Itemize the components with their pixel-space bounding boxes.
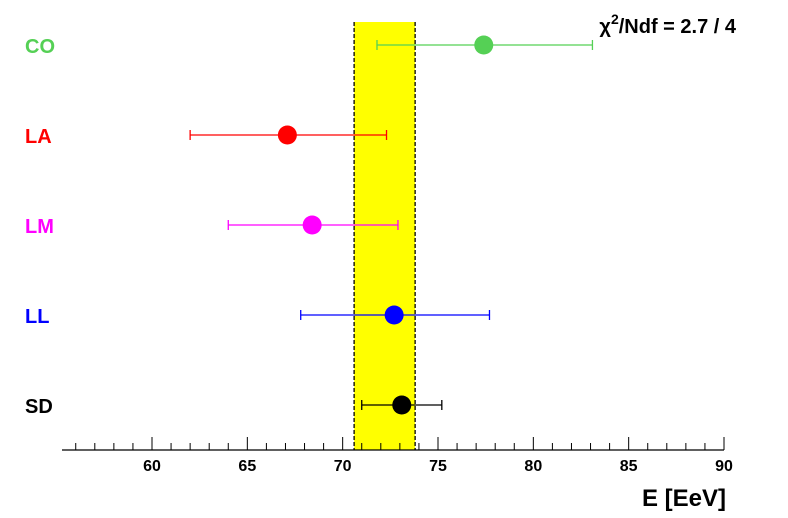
marker [392,395,412,415]
category-labels: CO LA LM LL SD [25,36,55,418]
chi2-superscript: 2 [611,11,619,27]
category-label-la: LA [25,126,52,148]
x-axis: 60 65 70 75 80 85 90 [62,437,733,475]
x-tick-label: 60 [143,458,161,475]
chi2-symbol: χ [599,16,611,38]
band-layer [353,22,416,450]
data-point-la [189,125,388,145]
x-axis-title: E [EeV] [642,485,726,512]
x-tick-label: 85 [620,458,638,475]
chi2-value: /Ndf = 2.7 / 4 [619,16,737,38]
data-point-co [376,35,594,55]
x-tick-label: 90 [715,458,733,475]
average-band [354,22,416,450]
data-point-ll [300,305,491,325]
category-label-sd: SD [25,396,53,418]
chi2-annotation: χ2/Ndf = 2.7 / 4 [599,11,736,38]
data-point-sd [361,395,443,415]
x-tick-label: 65 [238,458,256,475]
x-tick-label: 70 [334,458,352,475]
marker [302,215,322,235]
x-tick-label: 75 [429,458,447,475]
category-label-co: CO [25,36,55,58]
category-label-lm: LM [25,216,54,238]
marker [474,35,494,55]
marker [277,125,297,145]
x-tick-label: 80 [524,458,542,475]
data-point-lm [227,215,399,235]
marker [384,305,404,325]
category-label-ll: LL [25,306,49,328]
points-layer [189,35,594,415]
